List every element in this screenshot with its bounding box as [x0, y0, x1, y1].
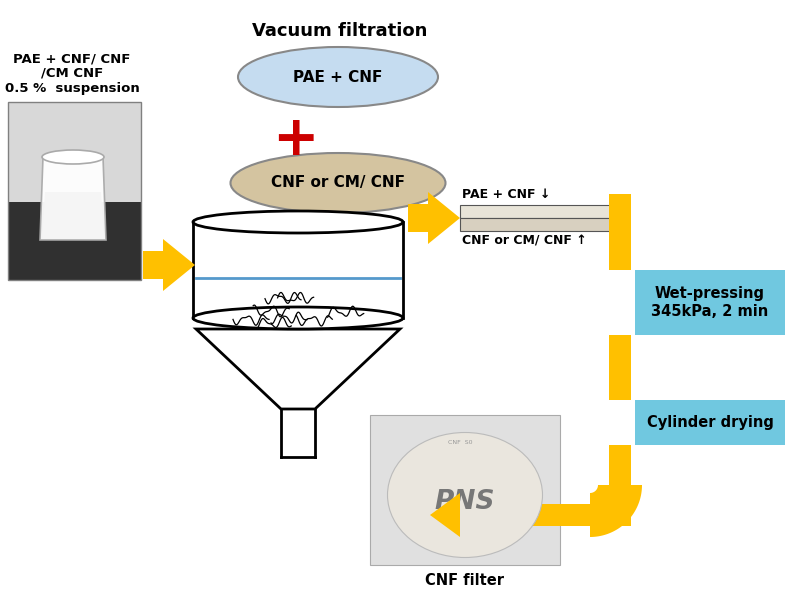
Polygon shape: [196, 329, 399, 409]
FancyBboxPatch shape: [8, 202, 141, 280]
Ellipse shape: [387, 432, 542, 558]
Text: CNF or CM/ CNF ↑: CNF or CM/ CNF ↑: [461, 235, 586, 248]
FancyBboxPatch shape: [460, 218, 614, 231]
Polygon shape: [40, 157, 106, 240]
FancyBboxPatch shape: [634, 400, 784, 445]
Text: CNF  S0: CNF S0: [448, 441, 472, 446]
Ellipse shape: [192, 211, 403, 233]
Text: CNF filter: CNF filter: [425, 573, 504, 588]
Text: PAE + CNF ↓: PAE + CNF ↓: [461, 188, 549, 201]
FancyBboxPatch shape: [634, 270, 784, 335]
Polygon shape: [163, 239, 195, 291]
Text: PAE + CNF: PAE + CNF: [293, 69, 383, 84]
Polygon shape: [427, 192, 460, 244]
Text: Cylinder drying: Cylinder drying: [646, 415, 772, 430]
Text: +: +: [271, 113, 318, 167]
FancyBboxPatch shape: [608, 485, 630, 526]
Ellipse shape: [237, 47, 437, 107]
Text: PAE + CNF/ CNF
/CM CNF
0.5 %  suspension: PAE + CNF/ CNF /CM CNF 0.5 % suspension: [5, 52, 140, 95]
FancyBboxPatch shape: [608, 445, 630, 485]
Polygon shape: [589, 485, 642, 537]
FancyBboxPatch shape: [143, 251, 163, 279]
Text: Vacuum filtration: Vacuum filtration: [252, 22, 427, 40]
Text: Wet-pressing
345kPa, 2 min: Wet-pressing 345kPa, 2 min: [650, 286, 768, 319]
Ellipse shape: [230, 153, 445, 213]
FancyBboxPatch shape: [370, 415, 559, 565]
Ellipse shape: [192, 307, 403, 329]
FancyBboxPatch shape: [608, 194, 630, 270]
Polygon shape: [42, 192, 104, 239]
FancyBboxPatch shape: [407, 204, 427, 232]
Text: CNF or CM/ CNF: CNF or CM/ CNF: [270, 175, 404, 191]
FancyBboxPatch shape: [8, 102, 141, 280]
FancyBboxPatch shape: [589, 504, 630, 526]
Polygon shape: [429, 493, 460, 537]
FancyBboxPatch shape: [8, 102, 141, 202]
FancyBboxPatch shape: [614, 207, 619, 229]
FancyBboxPatch shape: [460, 205, 614, 218]
Ellipse shape: [42, 150, 104, 164]
FancyBboxPatch shape: [464, 504, 619, 526]
FancyBboxPatch shape: [608, 335, 630, 400]
Text: PNS: PNS: [434, 489, 495, 515]
